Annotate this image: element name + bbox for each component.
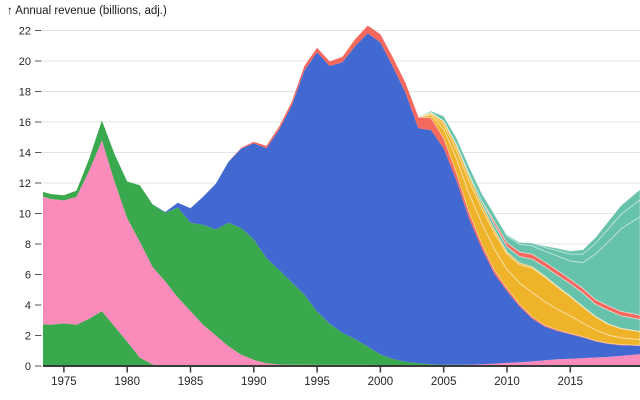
x-tick-label-2015: 2015 [557, 376, 583, 388]
x-tick-label-2005: 2005 [431, 376, 457, 388]
area-cassette [43, 120, 469, 366]
area-soundexchange [418, 111, 640, 332]
y-tick-label-22: 22 [19, 25, 31, 37]
area-8-track [43, 311, 166, 366]
chart-title: ↑ Annual revenue (billions, adj.) [7, 5, 167, 17]
y-tick-label-8: 8 [25, 239, 31, 251]
x-tick-label-1985: 1985 [178, 376, 204, 388]
area-on-demand-streaming-ad-supported [493, 199, 640, 263]
x-tick-label-1990: 1990 [241, 376, 267, 388]
x-tick-label-1980: 1980 [114, 376, 140, 388]
x-tick-label-1995: 1995 [304, 376, 330, 388]
x-tick-label-2010: 2010 [494, 376, 520, 388]
area-ringtones [418, 111, 640, 333]
y-tick-label-2: 2 [25, 330, 31, 342]
y-tick-label-14: 14 [19, 147, 31, 159]
area-other-ad-supported-streaming [532, 188, 640, 255]
area-vinyl [43, 140, 640, 366]
y-tick-label-6: 6 [25, 269, 31, 281]
y-tick-label-20: 20 [19, 56, 31, 68]
y-tick-label-4: 4 [25, 300, 31, 312]
axes-group: 1975 1980 1985 1990 1995 2000 2005 2010 20150246… [19, 25, 640, 388]
y-tick-label-12: 12 [19, 178, 31, 190]
area-series-group [43, 25, 640, 366]
y-tick-label-10: 10 [19, 208, 31, 220]
x-tick-label-1975: 1975 [51, 376, 77, 388]
y-tick-label-0: 0 [25, 361, 31, 373]
x-tick-label-2000: 2000 [368, 376, 394, 388]
y-tick-label-18: 18 [19, 86, 31, 98]
y-tick-label-16: 16 [19, 117, 31, 129]
area-download-album [418, 112, 640, 341]
area-cd [152, 33, 640, 365]
